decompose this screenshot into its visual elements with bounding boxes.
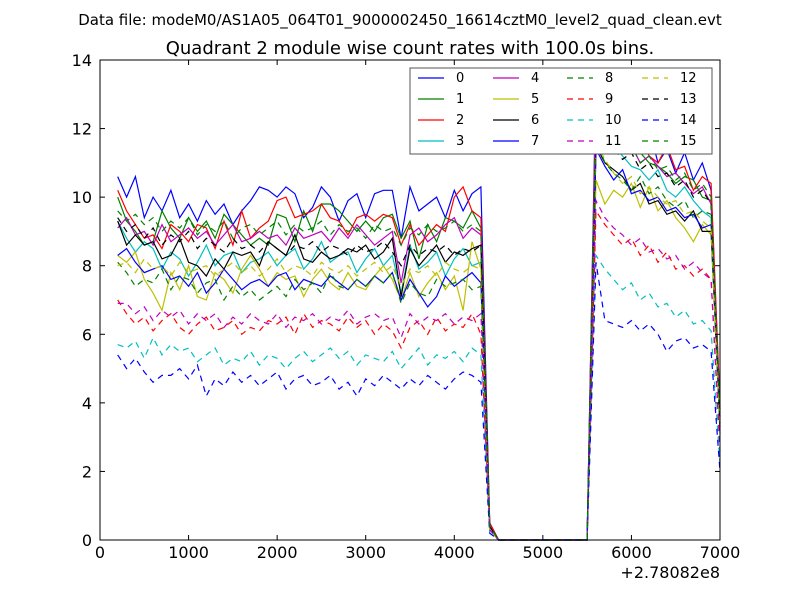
series-line-7 (117, 148, 721, 541)
legend-label-12: 12 (680, 71, 697, 86)
x-tick-label: 6000 (611, 543, 652, 562)
series-line-13 (117, 119, 721, 541)
legend-label-11: 11 (605, 134, 622, 149)
y-tick-label: 2 (82, 462, 92, 481)
y-tick-label: 6 (82, 325, 92, 344)
series-line-3 (117, 114, 721, 541)
x-tick-label: 0 (95, 543, 105, 562)
x-tick-label: 4000 (434, 543, 475, 562)
series-line-11 (117, 198, 721, 541)
x-tick-label: 3000 (345, 543, 386, 562)
legend-label-14: 14 (680, 113, 697, 128)
legend-label-2: 2 (456, 113, 464, 128)
legend-label-4: 4 (531, 71, 539, 86)
x-tick-label: 2000 (257, 543, 298, 562)
series-line-8 (117, 138, 721, 541)
x-tick-label: 7000 (700, 543, 741, 562)
series-lines (117, 73, 721, 541)
legend-label-7: 7 (531, 134, 539, 149)
legend-label-13: 13 (680, 92, 697, 107)
plot-frame (99, 59, 721, 541)
series-line-9 (117, 208, 721, 541)
legend-label-10: 10 (605, 113, 622, 128)
y-tick-label: 14 (72, 51, 92, 70)
legend-label-15: 15 (680, 134, 697, 149)
legend-label-1: 1 (456, 92, 464, 107)
legend-label-3: 3 (456, 134, 464, 149)
x-tick-label: 1000 (168, 543, 209, 562)
series-line-6 (117, 145, 721, 541)
legend-label-9: 9 (605, 92, 613, 107)
y-tick-label: 0 (82, 531, 92, 550)
legend-label-8: 8 (605, 71, 613, 86)
y-tick-label: 12 (72, 120, 92, 139)
x-offset-label: +2.78082e8 (620, 563, 720, 582)
legend-label-0: 0 (456, 71, 464, 86)
series-line-15 (117, 111, 721, 541)
data-file-title: Data file: modeM0/AS1A05_064T01_90000024… (78, 11, 722, 30)
series-line-14 (117, 262, 721, 541)
series-line-12 (117, 142, 721, 541)
legend-label-5: 5 (531, 92, 539, 107)
y-tick-label: 10 (72, 188, 92, 207)
series-line-10 (117, 253, 721, 541)
y-tick-label: 8 (82, 257, 92, 276)
chart-title: Quadrant 2 module wise count rates with … (166, 38, 655, 59)
legend-label-6: 6 (531, 113, 539, 128)
legend-frame (409, 67, 713, 155)
y-tick-label: 4 (82, 394, 92, 413)
x-tick-label: 5000 (522, 543, 563, 562)
series-line-2 (117, 87, 721, 541)
